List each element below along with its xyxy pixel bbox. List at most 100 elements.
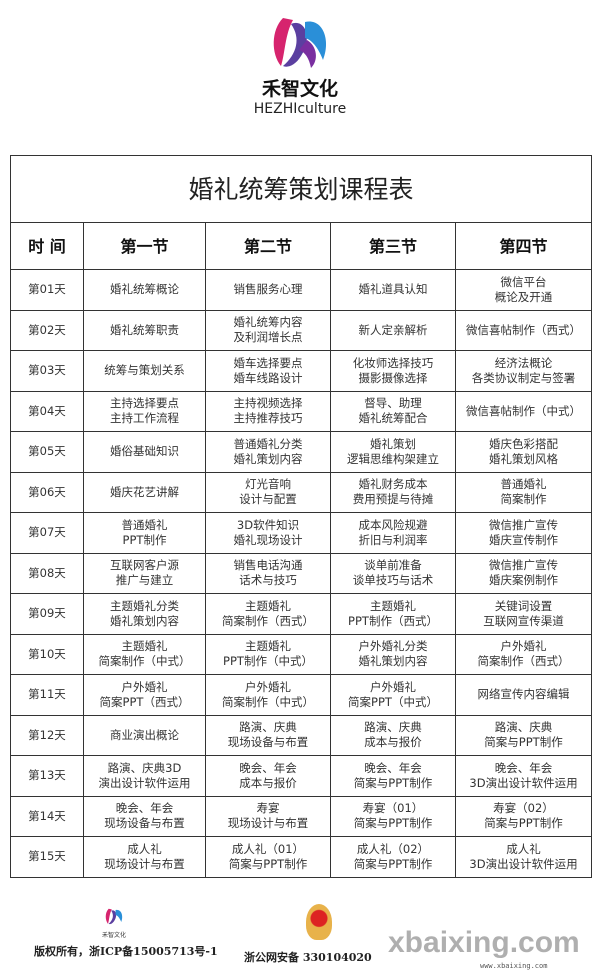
day-cell: 第03天 — [10, 350, 84, 392]
session-cell: 晚会、年会 成本与报价 — [205, 755, 331, 797]
session-cell: 普通婚礼 PPT制作 — [83, 512, 206, 554]
day-cell: 第09天 — [10, 593, 84, 635]
session-cell: 主题婚礼 简案制作（西式） — [205, 593, 331, 635]
table-row: 第14天 晚会、年会 现场设备与布置 寿宴 现场设计与布置 寿宴（01） 简案与PPT… — [10, 795, 592, 837]
session-cell: 成人礼 现场设计与布置 — [83, 836, 206, 878]
session-cell: 路演、庆典 现场设备与布置 — [205, 714, 331, 756]
session-cell: 寿宴（01） 简案与PPT制作 — [330, 795, 456, 837]
session-cell: 晚会、年会 现场设备与布置 — [83, 795, 206, 837]
column-header: 第一节 — [83, 222, 206, 270]
session-cell: 成人礼（01） 简案与PPT制作 — [205, 836, 331, 878]
session-cell: 微信平台 概论及开通 — [455, 269, 592, 311]
session-cell: 路演、庆典 成本与报价 — [330, 714, 456, 756]
session-cell: 寿宴（02） 简案与PPT制作 — [455, 795, 592, 837]
table-row: 第03天 统筹与策划关系 婚车选择要点 婚车线路设计 化妆师选择技巧 摄影摄像选择 经济… — [10, 350, 592, 392]
day-cell: 第10天 — [10, 633, 84, 675]
day-cell: 第04天 — [10, 390, 84, 432]
session-cell: 路演、庆典3D 演出设计软件运用 — [83, 755, 206, 797]
police-record-text: 浙公网安备 330104020 — [244, 951, 372, 964]
session-cell: 晚会、年会 简案与PPT制作 — [330, 755, 456, 797]
table-row: 第02天 婚礼统筹职责 婚礼统筹内容 及利润增长点 新人定亲解析 微信喜帖制作（西式） — [10, 309, 592, 351]
session-cell: 主题婚礼分类 婚礼策划内容 — [83, 593, 206, 635]
column-header: 第三节 — [330, 222, 456, 270]
session-cell: 成人礼（02） 简案与PPT制作 — [330, 836, 456, 878]
brand-name-en: HEZHIculture — [253, 101, 347, 117]
session-cell: 销售服务心理 — [205, 269, 331, 311]
session-cell: 谈单前准备 谈单技巧与话术 — [330, 552, 456, 594]
session-cell: 婚礼策划 逻辑思维构架建立 — [330, 431, 456, 473]
column-header: 第二节 — [205, 222, 331, 270]
table-row: 第01天 婚礼统筹概论 销售服务心理 婚礼道具认知 微信平台 概论及开通 — [10, 269, 592, 311]
session-cell: 商业演出概论 — [83, 714, 206, 756]
table-row: 第10天 主题婚礼 简案制作（中式） 主题婚礼 PPT制作（中式） 户外婚礼分类 婚礼… — [10, 633, 592, 675]
column-header: 第四节 — [455, 222, 592, 270]
session-cell: 婚车选择要点 婚车线路设计 — [205, 350, 331, 392]
session-cell: 销售电话沟通 话术与技巧 — [205, 552, 331, 594]
day-cell: 第08天 — [10, 552, 84, 594]
session-cell: 路演、庆典 简案与PPT制作 — [455, 714, 592, 756]
logo-mark-icon — [273, 18, 327, 68]
table-row: 第15天 成人礼 现场设计与布置 成人礼（01） 简案与PPT制作 成人礼（02） 简… — [10, 836, 592, 878]
table-row: 第09天 主题婚礼分类 婚礼策划内容 主题婚礼 简案制作（西式） 主题婚礼 PPT制作… — [10, 593, 592, 635]
table-row: 第08天 互联网客户源 推广与建立 销售电话沟通 话术与技巧 谈单前准备 谈单技巧与话… — [10, 552, 592, 594]
police-emblem-icon — [306, 904, 332, 940]
table-row: 第05天 婚俗基础知识 普通婚礼分类 婚礼策划内容 婚礼策划 逻辑思维构架建立 婚庆色彩… — [10, 431, 592, 473]
table-row: 第06天 婚庆花艺讲解 灯光音响 设计与配置 婚礼财务成本 费用预提与待摊 普通婚礼 简… — [10, 471, 592, 513]
session-cell: 户外婚礼分类 婚礼策划内容 — [330, 633, 456, 675]
session-cell: 婚俗基础知识 — [83, 431, 206, 473]
session-cell: 婚礼统筹内容 及利润增长点 — [205, 309, 331, 351]
session-cell: 户外婚礼 简案制作（中式） — [205, 674, 331, 716]
session-cell: 成本风险规避 折旧与利润率 — [330, 512, 456, 554]
session-cell: 婚礼统筹职责 — [83, 309, 206, 351]
day-cell: 第11天 — [10, 674, 84, 716]
table-row: 第04天 主持选择要点 主持工作流程 主持视频选择 主持推荐技巧 督导、助理 婚礼统筹… — [10, 390, 592, 432]
table-title: 婚礼统筹策划课程表 — [10, 155, 592, 223]
session-cell: 灯光音响 设计与配置 — [205, 471, 331, 513]
session-cell: 婚礼财务成本 费用预提与待摊 — [330, 471, 456, 513]
session-cell: 婚礼统筹概论 — [83, 269, 206, 311]
session-cell: 新人定亲解析 — [330, 309, 456, 351]
session-cell: 3D软件知识 婚礼现场设计 — [205, 512, 331, 554]
table-row: 第12天 商业演出概论 路演、庆典 现场设备与布置 路演、庆典 成本与报价 路演、庆典 … — [10, 714, 592, 756]
session-cell: 主题婚礼 PPT制作（中式） — [205, 633, 331, 675]
table-row: 第07天 普通婚礼 PPT制作 3D软件知识 婚礼现场设计 成本风险规避 折旧与利润率… — [10, 512, 592, 554]
brand-name: 禾智文化 — [261, 78, 338, 100]
session-cell: 微信推广宣传 婚庆宣传制作 — [455, 512, 592, 554]
session-cell: 关键词设置 互联网宣传渠道 — [455, 593, 592, 635]
session-cell: 普通婚礼分类 婚礼策划内容 — [205, 431, 331, 473]
table-row: 第11天 户外婚礼 简案PPT（西式） 户外婚礼 简案制作（中式） 户外婚礼 简案PP… — [10, 674, 592, 716]
small-logo-icon — [105, 908, 123, 925]
session-cell: 微信喜帖制作（西式） — [455, 309, 592, 351]
session-cell: 户外婚礼 简案PPT（西式） — [83, 674, 206, 716]
session-cell: 统筹与策划关系 — [83, 350, 206, 392]
session-cell: 主题婚礼 PPT制作（西式） — [330, 593, 456, 635]
session-cell: 婚礼道具认知 — [330, 269, 456, 311]
session-cell: 微信推广宣传 婚庆案例制作 — [455, 552, 592, 594]
day-cell: 第06天 — [10, 471, 84, 513]
session-cell: 主持视频选择 主持推荐技巧 — [205, 390, 331, 432]
day-cell: 第07天 — [10, 512, 84, 554]
session-cell: 网络宣传内容编辑 — [455, 674, 592, 716]
session-cell: 婚庆色彩搭配 婚礼策划风格 — [455, 431, 592, 473]
day-cell: 第15天 — [10, 836, 84, 878]
session-cell: 成人礼 3D演出设计软件运用 — [455, 836, 592, 878]
footer: 禾智文化 版权所有，浙ICP备15005713号-1 浙公网安备 3301040… — [0, 900, 600, 972]
watermark: xbaixing.com — [388, 926, 580, 959]
schedule-table: 婚礼统筹策划课程表 时 间第一节 第二节 第三节 第四节 第01天 婚礼统筹概论 销售服务… — [10, 155, 592, 878]
session-cell: 户外婚礼 简案PPT（中式） — [330, 674, 456, 716]
session-cell: 主题婚礼 简案制作（中式） — [83, 633, 206, 675]
session-cell: 经济法概论 各类协议制定与签署 — [455, 350, 592, 392]
session-cell: 普通婚礼 简案制作 — [455, 471, 592, 513]
day-cell: 第12天 — [10, 714, 84, 756]
session-cell: 户外婚礼 简案制作（西式） — [455, 633, 592, 675]
session-cell: 主持选择要点 主持工作流程 — [83, 390, 206, 432]
session-cell: 微信喜帖制作（中式） — [455, 390, 592, 432]
table-row: 第13天 路演、庆典3D 演出设计软件运用 晚会、年会 成本与报价 晚会、年会 简案与… — [10, 755, 592, 797]
column-header: 时 间 — [10, 222, 84, 270]
day-cell: 第01天 — [10, 269, 84, 311]
session-cell: 晚会、年会 3D演出设计软件运用 — [455, 755, 592, 797]
session-cell: 寿宴 现场设计与布置 — [205, 795, 331, 837]
session-cell: 婚庆花艺讲解 — [83, 471, 206, 513]
day-cell: 第13天 — [10, 755, 84, 797]
session-cell: 督导、助理 婚礼统筹配合 — [330, 390, 456, 432]
